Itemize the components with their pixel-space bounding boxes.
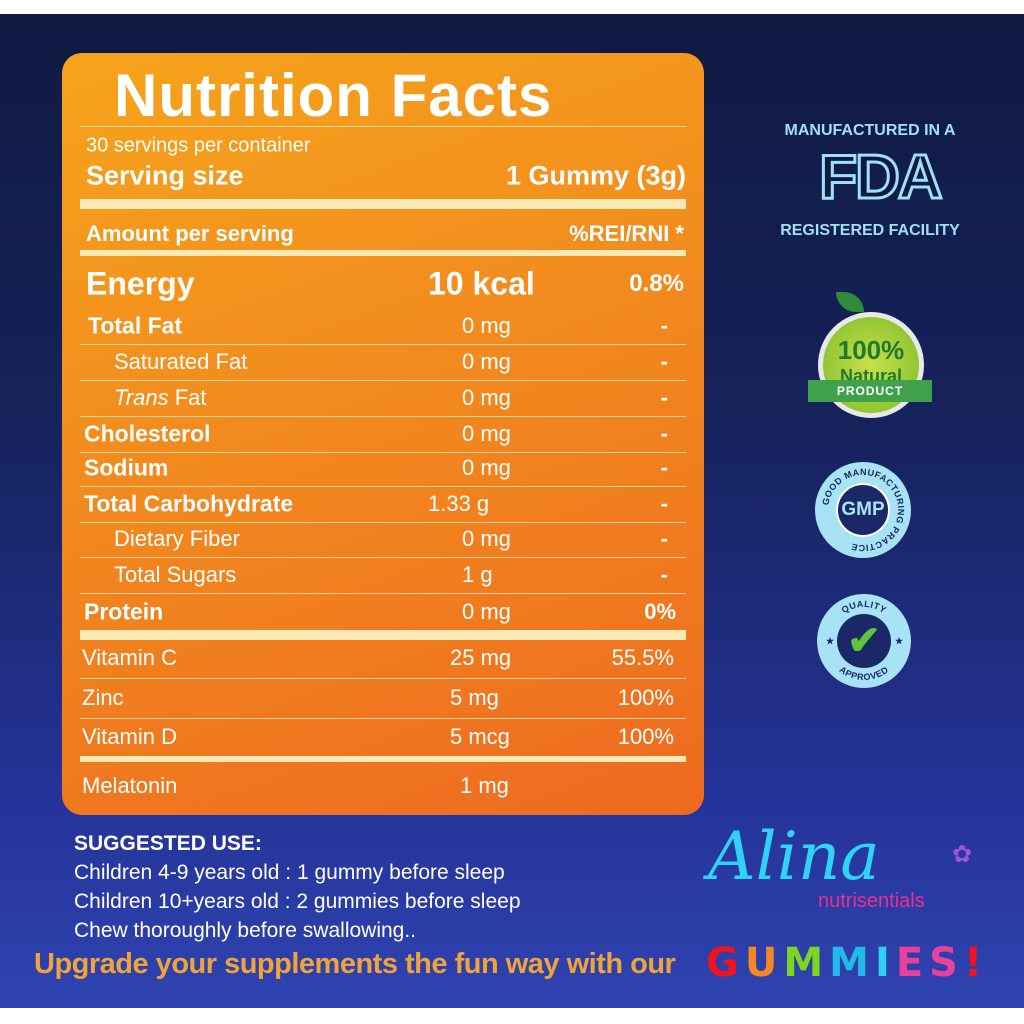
brand-logo-sub: nutrisentials — [818, 890, 925, 912]
nutrient-label-text: Protein — [84, 598, 164, 625]
nutrient-percent: - — [660, 491, 668, 516]
svg-text:QUALITY: QUALITY — [840, 599, 889, 615]
nutrient-amount: 0 mg — [462, 385, 511, 410]
checkmark-icon: ✔ — [837, 614, 891, 668]
nutrient-amount: 0 mg — [462, 421, 511, 446]
nutrient-label: Total Sugars — [114, 562, 236, 588]
nutrient-amount: 0 mg — [462, 313, 511, 338]
energy-amount: 10 kcal — [428, 265, 535, 302]
vitamin-percent: 100% — [617, 685, 674, 710]
gmp-center-text: GMP — [836, 483, 890, 537]
gummies-letter: I — [874, 940, 896, 986]
nutrient-label-text: Total Carbohydrate — [84, 490, 294, 517]
vitamin-amount: 5 mg — [450, 685, 499, 710]
vitamin-label: Vitamin D — [82, 724, 177, 749]
nutrient-amount: 0 mg — [462, 349, 511, 374]
nutrient-amount: 1 g — [462, 562, 493, 587]
star-icon: ★ — [895, 636, 904, 646]
nutrient-label-text: Sodium — [84, 454, 169, 481]
nutrient-percent: - — [660, 421, 668, 446]
serving-size-value: 1 Gummy (3g) — [505, 160, 686, 191]
suggested-use: SUGGESTED USE: Children 4-9 years old : … — [74, 832, 521, 945]
use-line: Children 4-9 years old : 1 gummy before … — [74, 861, 505, 884]
natural-product-badge: 100% Natural — [818, 312, 924, 418]
fda-bottom-text: REGISTERED FACILITY — [780, 222, 960, 239]
nutrient-percent: 0% — [644, 599, 676, 624]
nutrient-label-text: Fat — [168, 385, 207, 410]
gummies-letter: U — [744, 940, 784, 986]
vitamin-amount: 25 mg — [450, 645, 512, 670]
natural-big-text: 100% — [837, 335, 905, 365]
melatonin-label: Melatonin — [82, 773, 178, 798]
natural-ribbon: PRODUCT — [808, 380, 932, 402]
use-line: Children 10+years old : 2 gummies before… — [74, 890, 521, 913]
nutrient-percent: - — [660, 562, 668, 587]
star-icon: ★ — [826, 636, 835, 646]
nutrient-percent: - — [660, 349, 668, 374]
use-line: Chew thoroughly before swallowing.. — [74, 919, 417, 942]
nutrient-label-text: Saturated Fat — [114, 349, 248, 374]
nutrient-label: Saturated Fat — [114, 349, 247, 375]
vitamin-label: Vitamin C — [82, 645, 177, 670]
amount-per-serving: Amount per serving — [86, 221, 294, 246]
fda-logo: FDA — [818, 142, 944, 214]
quality-approved-badge: QUALITY APPROVED ★ ★ ✔ — [817, 594, 911, 688]
gummies-wordmark: GUMMIES! — [706, 940, 988, 986]
nutrient-percent: - — [660, 526, 668, 551]
nutrient-label: Total Carbohydrate — [84, 491, 293, 518]
energy-label: Energy — [86, 265, 195, 302]
vitamin-percent: 55.5% — [611, 645, 674, 670]
nutrient-label: Trans Fat — [114, 385, 207, 411]
nutrient-label: Sodium — [84, 455, 168, 482]
nutrient-amount: 0 mg — [462, 599, 511, 624]
nutrient-amount: 0 mg — [462, 455, 511, 480]
nutrient-amount: 1.33 g — [428, 491, 490, 516]
promo-text: Upgrade your supplements the fun way wit… — [34, 948, 676, 980]
nutrient-label: Protein — [84, 599, 163, 626]
nutrient-label-text: Trans — [114, 385, 169, 410]
nutrient-percent: - — [660, 313, 668, 338]
nutrient-label: Total Fat — [88, 313, 182, 340]
nutrient-label-text: Cholesterol — [84, 420, 211, 447]
nutrition-facts-panel: Nutrition Facts 30 servings per containe… — [62, 53, 704, 815]
rei-header: %REI/RNI * — [569, 221, 684, 246]
gummies-letter: ! — [963, 940, 989, 986]
nutrient-label: Cholesterol — [84, 421, 211, 448]
nutrient-label-text: Dietary Fiber — [114, 526, 240, 551]
nutrient-label-text: Total Fat — [88, 312, 183, 339]
nutrition-title: Nutrition Facts — [114, 62, 553, 129]
vitamin-label: Zinc — [82, 685, 124, 710]
servings-per-container: 30 servings per container — [86, 134, 311, 157]
vitamin-percent: 100% — [617, 724, 674, 749]
nutrient-label: Dietary Fiber — [114, 526, 240, 552]
flower-icon: ✿ — [952, 841, 973, 868]
gmp-badge: GOOD MANUFACTURING PRACTICE GMP — [815, 462, 911, 558]
quality-ring: QUALITY APPROVED ★ ★ — [826, 599, 904, 682]
gummies-letter: G — [706, 940, 745, 986]
gummies-letter: E — [895, 940, 930, 986]
nutrient-amount: 0 mg — [462, 526, 511, 551]
suggested-use-heading: SUGGESTED USE: — [74, 832, 262, 855]
gummies-letter: M — [783, 940, 830, 986]
energy-percent: 0.8% — [629, 270, 684, 297]
nutrient-label-text: Total Sugars — [114, 562, 237, 587]
brand-logo-name: Alina — [708, 818, 880, 895]
gummies-letter: M — [829, 940, 875, 986]
fda-top-text: MANUFACTURED IN A — [784, 122, 956, 139]
gummies-letter: S — [929, 940, 964, 986]
nutrient-percent: - — [660, 455, 668, 480]
quality-top-text: QUALITY — [840, 599, 888, 615]
melatonin-amount: 1 mg — [460, 773, 509, 798]
vitamin-amount: 5 mcg — [450, 724, 510, 749]
serving-size-label: Serving size — [86, 160, 244, 191]
nutrient-percent: - — [660, 385, 668, 410]
